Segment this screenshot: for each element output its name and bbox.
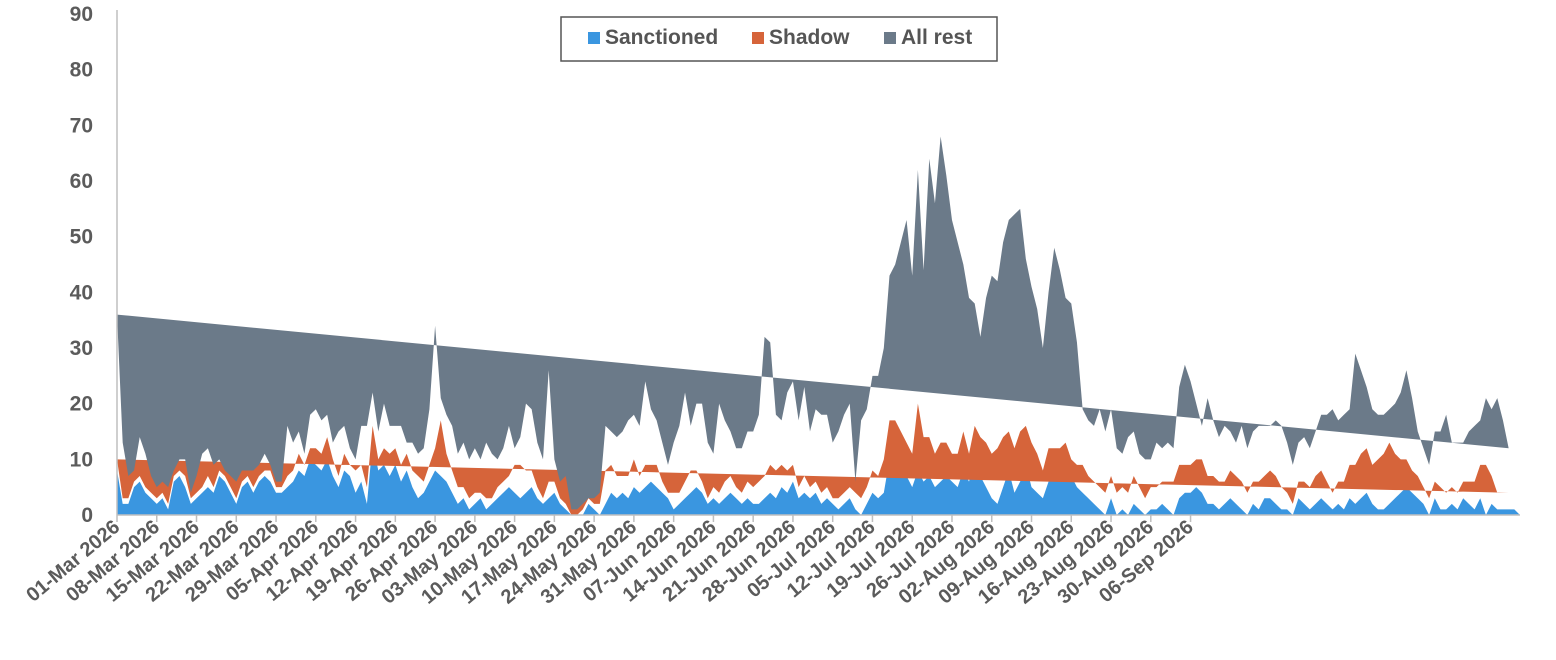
axes-group bbox=[116, 10, 1520, 516]
legend: Sanctioned Shadow All rest bbox=[560, 16, 998, 62]
area-series-group bbox=[117, 136, 1520, 515]
area-sanctioned bbox=[117, 442, 1520, 515]
legend-label-shadow: Shadow bbox=[769, 26, 850, 49]
legend-swatch-shadow bbox=[752, 32, 764, 44]
y-tick-label: 0 bbox=[81, 504, 93, 527]
y-tick-label: 40 bbox=[70, 281, 93, 304]
y-tick-label: 10 bbox=[70, 448, 93, 471]
y-tick-label: 60 bbox=[70, 170, 93, 193]
y-tick-label: 90 bbox=[70, 3, 93, 26]
y-axis-ticks: 0 10 20 30 40 50 60 70 80 90 bbox=[70, 3, 93, 527]
legend-label-all-rest: All rest bbox=[901, 26, 972, 49]
y-tick-label: 30 bbox=[70, 337, 93, 360]
y-tick-label: 80 bbox=[70, 59, 93, 82]
area-shadow bbox=[117, 403, 1509, 515]
y-tick-label: 70 bbox=[70, 114, 93, 137]
legend-swatch-sanctioned bbox=[588, 32, 600, 44]
y-tick-label: 20 bbox=[70, 393, 93, 416]
area-all-rest bbox=[117, 136, 1509, 510]
legend-swatch-all-rest bbox=[884, 32, 896, 44]
legend-label-sanctioned: Sanctioned bbox=[605, 26, 718, 49]
legend-box bbox=[560, 16, 998, 62]
y-tick-label: 50 bbox=[70, 226, 93, 249]
